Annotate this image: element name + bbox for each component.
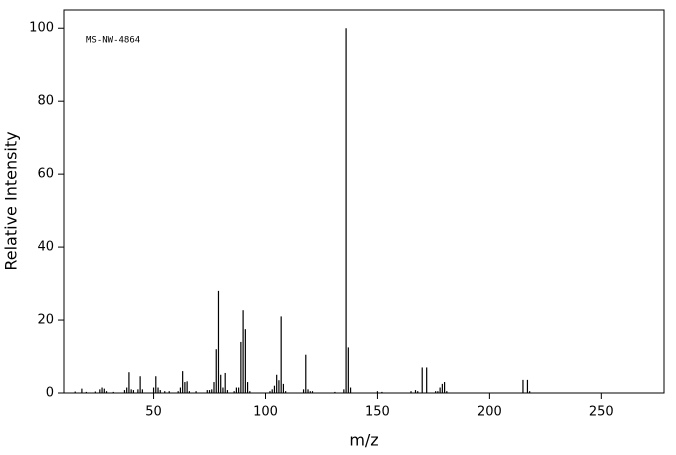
plot-frame: [63, 9, 665, 394]
x-tick-label: 200: [477, 405, 502, 420]
x-tick-label: 50: [145, 405, 162, 420]
y-tick-label: 20: [37, 313, 54, 328]
y-tick-label: 100: [29, 21, 54, 36]
chart-title: MS-NW-4864: [86, 36, 140, 46]
y-axis-label: Relative Intensity: [2, 131, 21, 270]
y-tick-label: 40: [37, 240, 54, 255]
x-tick-label: 100: [253, 405, 278, 420]
x-tick-label: 150: [365, 405, 390, 420]
y-tick-label: 60: [37, 167, 54, 182]
x-axis-label: m/z: [349, 431, 378, 450]
y-tick-label: 80: [37, 94, 54, 109]
x-tick-label: 250: [589, 405, 614, 420]
y-tick-label: 0: [46, 386, 54, 401]
